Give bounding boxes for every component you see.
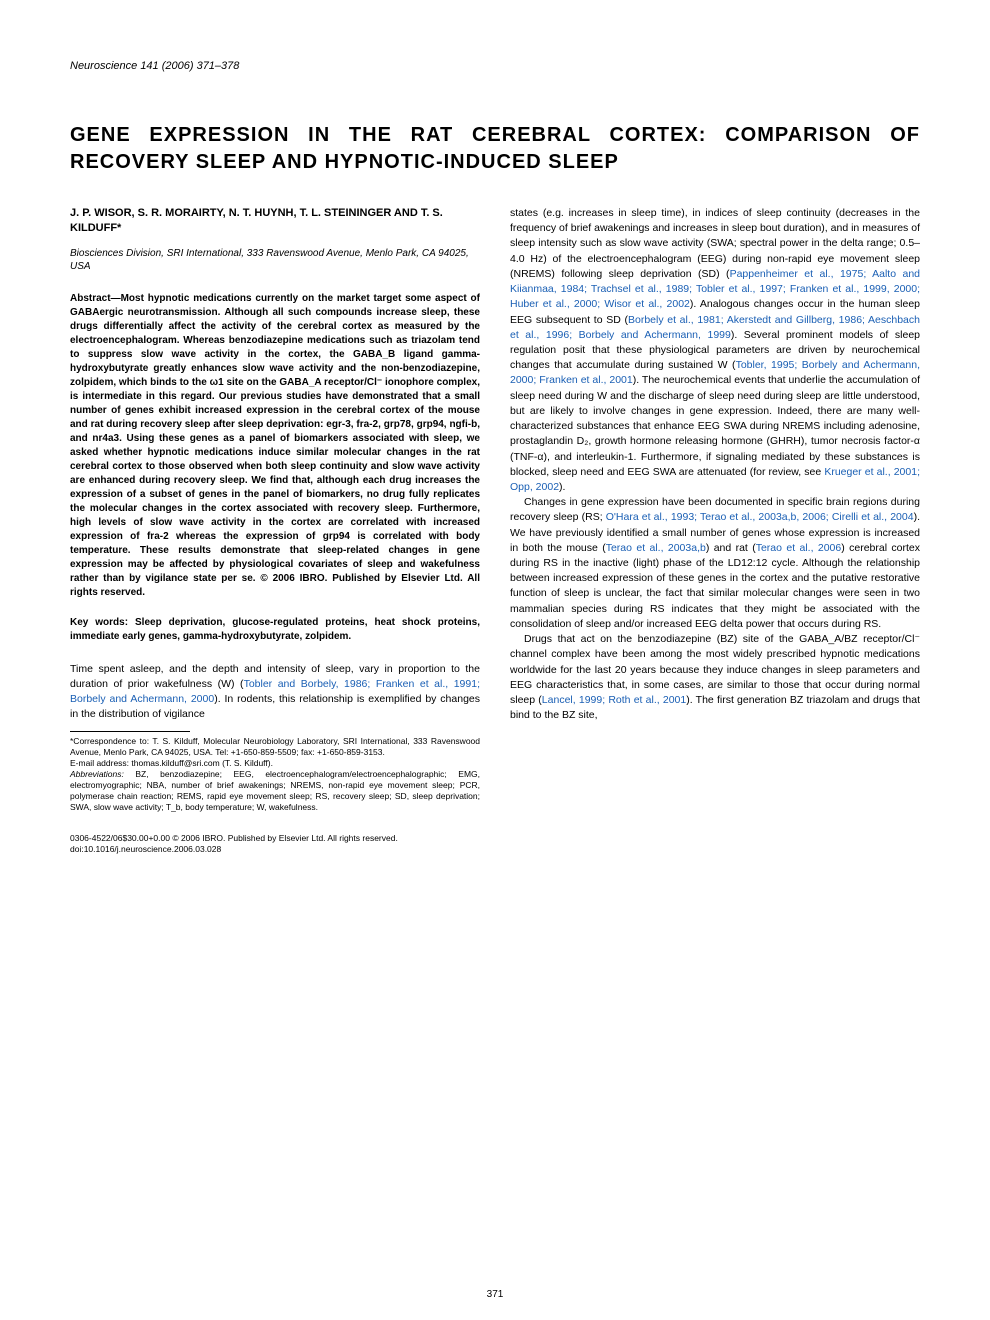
two-column-layout: J. P. WISOR, S. R. MORAIRTY, N. T. HUYNH… (70, 206, 920, 813)
abstract-label: Abstract— (70, 293, 121, 304)
right-column: states (e.g. increases in sleep time), i… (510, 206, 920, 813)
copyright-block: 0306-4522/06$30.00+0.00 © 2006 IBRO. Pub… (70, 833, 920, 855)
left-column: J. P. WISOR, S. R. MORAIRTY, N. T. HUYNH… (70, 206, 480, 813)
correspondence: *Correspondence to: T. S. Kilduff, Molec… (70, 736, 480, 758)
article-title: GENE EXPRESSION IN THE RAT CEREBRAL CORT… (70, 122, 920, 176)
footnote-separator (70, 731, 190, 732)
copyright-line: 0306-4522/06$30.00+0.00 © 2006 IBRO. Pub… (70, 833, 920, 844)
email: E-mail address: thomas.kilduff@sri.com (… (70, 758, 480, 769)
c2p1-d: ). The neurochemical events that underli… (510, 374, 920, 477)
citation-link[interactable]: Terao et al., 2003a,b (606, 542, 706, 554)
citation-link[interactable]: Lancel, 1999; Roth et al., 2001 (542, 694, 686, 706)
c2p2-c: ) and rat ( (706, 542, 756, 554)
affiliation: Biosciences Division, SRI International,… (70, 247, 480, 274)
doi-line: doi:10.1016/j.neuroscience.2006.03.028 (70, 844, 920, 855)
body-text-left: Time spent asleep, and the depth and int… (70, 662, 480, 723)
citation-link[interactable]: Terao et al., 2006 (756, 542, 842, 554)
citation-link[interactable]: O'Hara et al., 1993; Terao et al., 2003a… (606, 511, 914, 523)
body-text-right: states (e.g. increases in sleep time), i… (510, 206, 920, 723)
col2-paragraph-3: Drugs that act on the benzodiazepine (BZ… (510, 632, 920, 723)
abbreviations: Abbreviations: BZ, benzodiazepine; EEG, … (70, 769, 480, 813)
abstract-body: Most hypnotic medications currently on t… (70, 293, 480, 598)
intro-paragraph-1: Time spent asleep, and the depth and int… (70, 662, 480, 723)
keywords: Key words: Sleep deprivation, glucose-re… (70, 616, 480, 644)
footnote-block: *Correspondence to: T. S. Kilduff, Molec… (70, 736, 480, 813)
authors: J. P. WISOR, S. R. MORAIRTY, N. T. HUYNH… (70, 206, 480, 237)
abstract: Abstract—Most hypnotic medications curre… (70, 292, 480, 600)
col2-paragraph-2: Changes in gene expression have been doc… (510, 495, 920, 632)
abbr-label: Abbreviations: (70, 769, 135, 779)
col2-paragraph-1: states (e.g. increases in sleep time), i… (510, 206, 920, 495)
journal-header: Neuroscience 141 (2006) 371–378 (70, 60, 920, 72)
keywords-label: Key words: (70, 617, 135, 628)
page-number: 371 (487, 1289, 504, 1300)
c2p2-d: ) cerebral cortex during RS in the inact… (510, 542, 920, 630)
c2p1-e: ). (559, 481, 565, 493)
